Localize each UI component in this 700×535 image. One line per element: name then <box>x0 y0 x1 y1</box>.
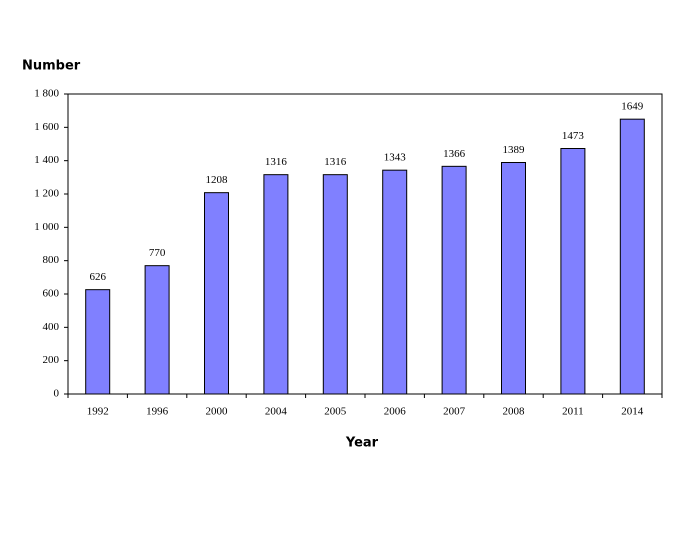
y-tick-label: 1 400 <box>34 154 59 166</box>
x-tick-label: 2000 <box>206 406 229 418</box>
value-label: 1343 <box>384 152 407 164</box>
x-tick-label: 2006 <box>384 406 407 418</box>
value-label: 1649 <box>621 101 644 113</box>
value-label: 770 <box>149 247 166 259</box>
y-tick-label: 1 800 <box>34 88 59 100</box>
bar <box>441 165 467 395</box>
value-label: 1316 <box>265 156 288 168</box>
y-tick-label: 1 200 <box>34 188 59 200</box>
bar <box>85 289 111 395</box>
value-label: 1473 <box>562 130 585 142</box>
bar <box>263 174 289 395</box>
x-tick-label: 2005 <box>324 406 347 418</box>
bar <box>619 118 645 395</box>
bar <box>501 162 526 395</box>
y-axis-title: Number <box>22 59 81 74</box>
bar <box>382 169 408 395</box>
value-label: 1316 <box>324 156 347 168</box>
x-axis-title: Year <box>345 436 379 451</box>
x-tick-label: 2004 <box>265 406 288 418</box>
bar <box>144 265 170 395</box>
y-tick-label: 1 000 <box>34 221 59 233</box>
x-tick-label: 2011 <box>562 406 584 418</box>
x-tick-label: 2007 <box>443 406 466 418</box>
value-label: 1389 <box>503 144 526 156</box>
value-label: 1208 <box>206 174 229 186</box>
bar <box>204 192 229 395</box>
x-tick-label: 1996 <box>146 406 169 418</box>
y-tick-label: 1 600 <box>34 121 59 133</box>
x-tick-label: 2014 <box>621 406 644 418</box>
y-tick-label: 200 <box>43 354 60 366</box>
y-tick-label: 800 <box>43 254 60 266</box>
bar <box>560 148 586 395</box>
y-tick-label: 0 <box>54 388 60 400</box>
y-tick-label: 400 <box>43 321 60 333</box>
x-tick-label: 2008 <box>503 406 526 418</box>
x-tick-label: 1992 <box>87 406 109 418</box>
value-label: 626 <box>89 271 106 283</box>
value-label: 1366 <box>443 148 466 160</box>
y-tick-label: 600 <box>43 288 60 300</box>
bar <box>322 174 348 395</box>
